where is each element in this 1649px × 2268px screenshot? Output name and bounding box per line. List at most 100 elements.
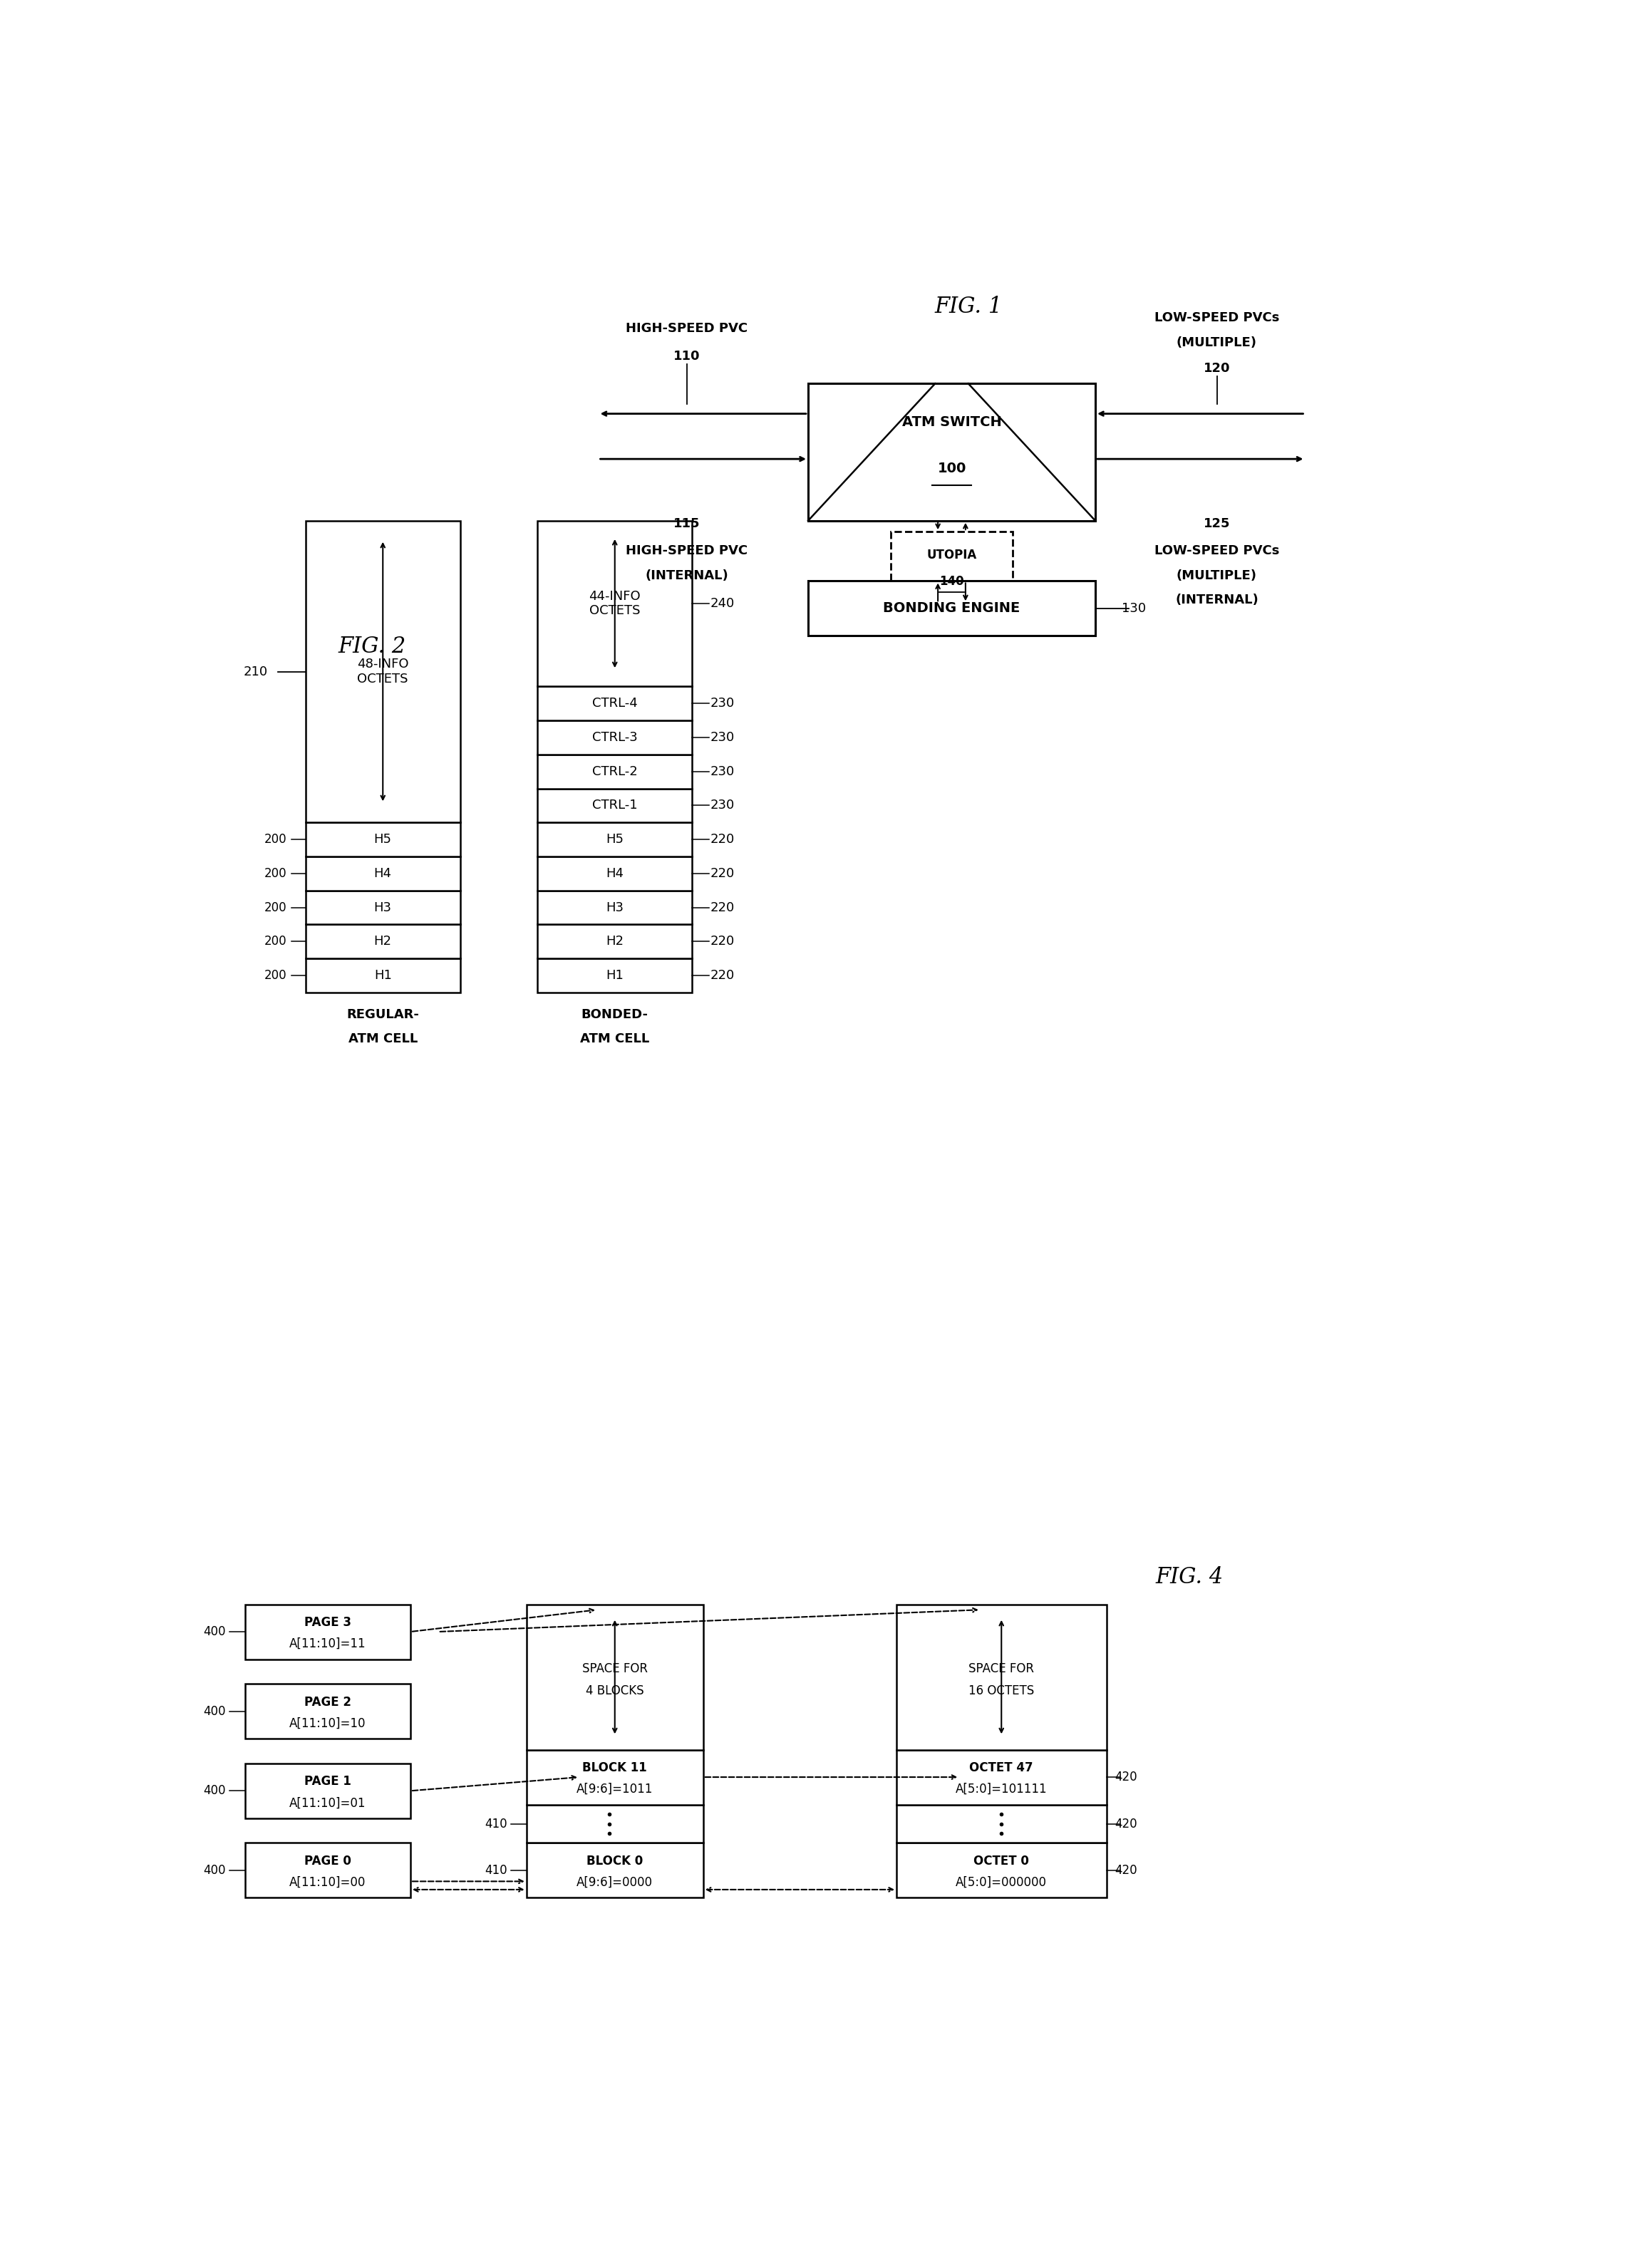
Bar: [897, 1749, 1106, 1805]
Text: 140: 140: [940, 576, 965, 587]
Text: H5: H5: [374, 832, 392, 846]
Text: 120: 120: [1204, 363, 1230, 374]
Text: 16 OCTETS: 16 OCTETS: [968, 1685, 1034, 1696]
Text: 44-INFO
OCTETS: 44-INFO OCTETS: [589, 590, 641, 617]
Bar: [538, 687, 693, 721]
Text: BLOCK 0: BLOCK 0: [587, 1855, 643, 1867]
Bar: [897, 1805, 1106, 1844]
Bar: [305, 823, 460, 857]
Text: OCTET 0: OCTET 0: [973, 1855, 1029, 1867]
Text: 48-INFO
OCTETS: 48-INFO OCTETS: [358, 658, 409, 685]
Bar: [890, 531, 1012, 603]
Text: 400: 400: [203, 1864, 226, 1878]
Bar: [538, 721, 693, 755]
Text: 200: 200: [264, 968, 287, 982]
Bar: [305, 891, 460, 925]
Text: H3: H3: [374, 900, 392, 914]
Text: 230: 230: [711, 696, 735, 710]
Text: BONDED-: BONDED-: [582, 1007, 648, 1021]
Text: ATM SWITCH: ATM SWITCH: [902, 415, 1001, 429]
Text: 220: 220: [711, 832, 735, 846]
Text: 220: 220: [711, 934, 735, 948]
Bar: [538, 522, 693, 687]
Bar: [897, 1844, 1106, 1898]
Text: 400: 400: [203, 1785, 226, 1796]
Text: 110: 110: [673, 349, 699, 363]
Bar: [244, 1683, 411, 1740]
Text: A[11:10]=11: A[11:10]=11: [289, 1637, 366, 1651]
Text: ATM CELL: ATM CELL: [580, 1032, 650, 1046]
Bar: [538, 891, 693, 925]
Text: A[11:10]=10: A[11:10]=10: [289, 1717, 366, 1730]
Text: 220: 220: [711, 866, 735, 880]
Text: A[9:6]=1011: A[9:6]=1011: [577, 1783, 653, 1796]
Text: BONDING ENGINE: BONDING ENGINE: [884, 601, 1021, 615]
Text: 220: 220: [711, 900, 735, 914]
Text: 230: 230: [711, 764, 735, 778]
Text: 410: 410: [485, 1864, 508, 1878]
Text: HIGH-SPEED PVC: HIGH-SPEED PVC: [625, 544, 747, 558]
Bar: [244, 1603, 411, 1660]
Text: BLOCK 11: BLOCK 11: [582, 1762, 646, 1774]
Bar: [526, 1844, 702, 1898]
Text: PAGE 1: PAGE 1: [303, 1776, 351, 1787]
Text: HIGH-SPEED PVC: HIGH-SPEED PVC: [625, 322, 747, 336]
Text: SPACE FOR: SPACE FOR: [582, 1662, 648, 1676]
Text: FIG. 2: FIG. 2: [338, 635, 406, 658]
Text: FIG. 1: FIG. 1: [935, 295, 1003, 318]
Text: 210: 210: [244, 665, 269, 678]
Text: 200: 200: [264, 866, 287, 880]
Text: H1: H1: [374, 968, 392, 982]
Bar: [808, 581, 1095, 635]
Bar: [808, 383, 1095, 522]
Text: (MULTIPLE): (MULTIPLE): [1176, 336, 1257, 349]
Text: LOW-SPEED PVCs: LOW-SPEED PVCs: [1154, 544, 1280, 558]
Text: H1: H1: [605, 968, 623, 982]
Text: PAGE 2: PAGE 2: [303, 1696, 351, 1708]
Text: H5: H5: [605, 832, 623, 846]
Text: 4 BLOCKS: 4 BLOCKS: [585, 1685, 643, 1696]
Text: 400: 400: [203, 1626, 226, 1637]
Text: CTRL-2: CTRL-2: [592, 764, 638, 778]
Text: OCTET 47: OCTET 47: [970, 1762, 1034, 1774]
Text: 115: 115: [673, 517, 699, 531]
Text: 410: 410: [485, 1817, 508, 1830]
Text: A[11:10]=00: A[11:10]=00: [289, 1876, 366, 1889]
Text: H2: H2: [605, 934, 623, 948]
Text: 420: 420: [1115, 1864, 1136, 1878]
Text: REGULAR-: REGULAR-: [346, 1007, 419, 1021]
Text: 200: 200: [264, 934, 287, 948]
Bar: [305, 959, 460, 993]
Text: 130: 130: [1121, 601, 1146, 615]
Bar: [526, 1603, 702, 1749]
Bar: [305, 925, 460, 959]
Text: UTOPIA: UTOPIA: [927, 549, 976, 562]
Text: 420: 420: [1115, 1817, 1136, 1830]
Text: CTRL-3: CTRL-3: [592, 730, 638, 744]
Text: 200: 200: [264, 900, 287, 914]
Text: (MULTIPLE): (MULTIPLE): [1176, 569, 1257, 583]
Bar: [244, 1844, 411, 1898]
Text: 400: 400: [203, 1706, 226, 1717]
Bar: [244, 1765, 411, 1819]
Text: FIG. 4: FIG. 4: [1156, 1565, 1224, 1588]
Text: CTRL-4: CTRL-4: [592, 696, 638, 710]
Text: ATM CELL: ATM CELL: [348, 1032, 417, 1046]
Text: H4: H4: [605, 866, 623, 880]
Bar: [526, 1749, 702, 1805]
Text: H4: H4: [374, 866, 392, 880]
Text: 230: 230: [711, 730, 735, 744]
Bar: [538, 789, 693, 823]
Bar: [305, 857, 460, 891]
Text: 420: 420: [1115, 1771, 1136, 1783]
Bar: [538, 857, 693, 891]
Text: 220: 220: [711, 968, 735, 982]
Text: LOW-SPEED PVCs: LOW-SPEED PVCs: [1154, 311, 1280, 324]
Text: PAGE 0: PAGE 0: [303, 1855, 351, 1867]
Text: PAGE 3: PAGE 3: [303, 1617, 351, 1628]
Bar: [538, 925, 693, 959]
Bar: [526, 1805, 702, 1844]
Text: 125: 125: [1204, 517, 1230, 531]
Text: H2: H2: [374, 934, 392, 948]
Bar: [897, 1603, 1106, 1749]
